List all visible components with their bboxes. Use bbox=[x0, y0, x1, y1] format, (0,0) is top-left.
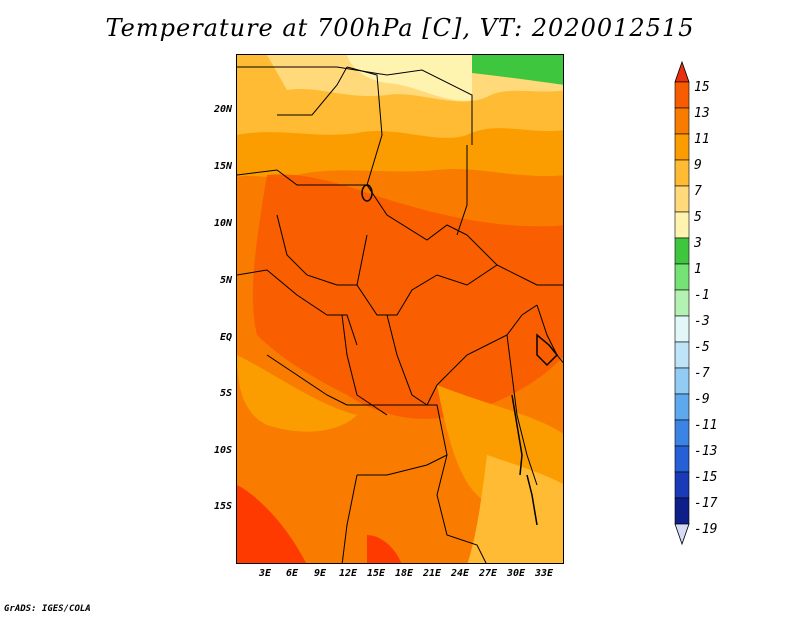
field-band-3 bbox=[347, 55, 472, 101]
temperature-map bbox=[236, 54, 564, 564]
cb-label-m13: -13 bbox=[694, 444, 718, 459]
lakes bbox=[361, 184, 559, 526]
colorbar-segment bbox=[674, 107, 690, 135]
x-tick-9e: 9E bbox=[313, 568, 327, 579]
y-tick-15n: 15N bbox=[213, 161, 232, 172]
border-north bbox=[237, 66, 473, 145]
colorbar-segment bbox=[674, 159, 690, 187]
colorbar-segment bbox=[674, 81, 690, 109]
colorbar-segment bbox=[674, 341, 690, 369]
field-sw-9 bbox=[237, 355, 357, 432]
colorbar-segment bbox=[674, 211, 690, 239]
x-tick-15e: 15E bbox=[366, 568, 386, 579]
cb-label-m15: -15 bbox=[694, 470, 718, 485]
y-tick-10s: 10S bbox=[213, 445, 232, 456]
cb-label-m11: -11 bbox=[694, 418, 718, 433]
field-band-1 bbox=[472, 55, 563, 85]
cb-label-m7: -7 bbox=[694, 366, 710, 381]
cb-label-m5: -5 bbox=[694, 340, 710, 355]
cb-label-m3: -3 bbox=[694, 314, 710, 329]
colorbar-segment bbox=[674, 133, 690, 161]
y-tick-15s: 15S bbox=[213, 501, 232, 512]
grads-credit: GrADS: IGES/COLA bbox=[4, 604, 91, 614]
y-tick-20n: 20N bbox=[213, 104, 232, 115]
colorbar-segment bbox=[674, 185, 690, 213]
y-tick-10n: 10N bbox=[213, 218, 232, 229]
cb-label-15: 15 bbox=[694, 80, 710, 95]
cb-label-13: 13 bbox=[694, 106, 710, 121]
colorbar bbox=[674, 60, 690, 546]
x-tick-27e: 27E bbox=[478, 568, 498, 579]
colorbar-segment bbox=[674, 237, 690, 265]
colorbar-top-arrow bbox=[674, 60, 690, 83]
colorbar-segment bbox=[674, 367, 690, 395]
x-tick-33e: 33E bbox=[534, 568, 554, 579]
cb-label-7: 7 bbox=[694, 184, 702, 199]
map-canvas bbox=[237, 55, 563, 563]
cb-label-m19: -19 bbox=[694, 522, 718, 537]
x-tick-24e: 24E bbox=[450, 568, 470, 579]
cb-label-m1: -1 bbox=[694, 288, 710, 303]
country-borders bbox=[237, 66, 563, 563]
x-tick-18e: 18E bbox=[394, 568, 414, 579]
colorbar-segment bbox=[674, 263, 690, 291]
colorbar-bottom-arrow bbox=[674, 523, 690, 546]
x-tick-21e: 21E bbox=[422, 568, 442, 579]
y-tick-5s: 5S bbox=[219, 388, 232, 399]
cb-label-m17: -17 bbox=[694, 496, 718, 511]
colorbar-segment bbox=[674, 419, 690, 447]
cb-label-m9: -9 bbox=[694, 392, 710, 407]
cb-label-5: 5 bbox=[694, 210, 702, 225]
colorbar-segment bbox=[674, 289, 690, 317]
x-tick-3e: 3E bbox=[258, 568, 272, 579]
field-s-15 bbox=[367, 535, 402, 563]
colorbar-segment bbox=[674, 393, 690, 421]
cb-label-1: 1 bbox=[694, 262, 702, 277]
colorbar-segment bbox=[674, 471, 690, 499]
y-tick-eq: EQ bbox=[219, 332, 232, 343]
field-se-7 bbox=[467, 455, 563, 563]
cb-label-3: 3 bbox=[694, 236, 702, 251]
colorbar-segment bbox=[674, 445, 690, 473]
y-tick-5n: 5N bbox=[219, 275, 232, 286]
x-tick-12e: 12E bbox=[338, 568, 358, 579]
field-sw-15 bbox=[237, 485, 306, 563]
cb-label-9: 9 bbox=[694, 158, 702, 173]
cb-label-11: 11 bbox=[694, 132, 710, 147]
x-tick-30e: 30E bbox=[506, 568, 526, 579]
colorbar-segment bbox=[674, 497, 690, 525]
x-tick-6e: 6E bbox=[285, 568, 299, 579]
colorbar-segment bbox=[674, 315, 690, 343]
chart-title: Temperature at 700hPa [C], VT: 202001251… bbox=[105, 14, 695, 42]
